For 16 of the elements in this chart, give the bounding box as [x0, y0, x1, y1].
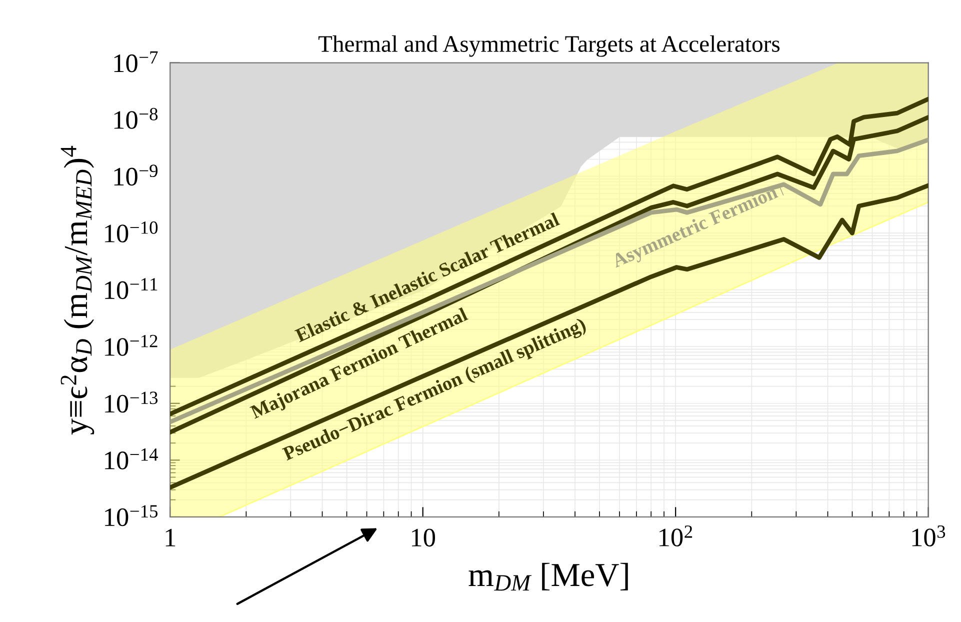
- y-tick-label: 10$^{−13}$: [105, 392, 158, 413]
- y-tick-label: 10$^{−10}$: [105, 221, 158, 242]
- x-axis-title: m$_{DM}$ [MeV]: [468, 562, 628, 591]
- y-tick-label: 10$^{−8}$: [114, 108, 158, 129]
- y-tick-label: 10$^{−9}$: [114, 164, 158, 186]
- y-tick-label: 10$^{−15}$: [105, 505, 158, 526]
- chart-title: Thermal and Asymmetric Targets at Accelerators: [318, 35, 780, 57]
- y-tick-label: 10$^{−12}$: [105, 334, 158, 356]
- y-tick-label: 10$^{−14}$: [105, 448, 158, 470]
- text: y≡ϵ$^{2}$α$_{D}$ (m$_{DM}$/m$_{MED}$)$^{4}$: [60, 146, 94, 435]
- y-tick-label: 10$^{−11}$: [105, 278, 158, 300]
- y-tick-label: 10$^{−7}$: [114, 51, 158, 72]
- x-tick-label: 1: [166, 528, 176, 546]
- x-tick-label: 10$^{3}$: [912, 525, 946, 546]
- x-tick-label: 10: [412, 528, 436, 547]
- x-tick-label: 10$^{2}$: [660, 525, 692, 546]
